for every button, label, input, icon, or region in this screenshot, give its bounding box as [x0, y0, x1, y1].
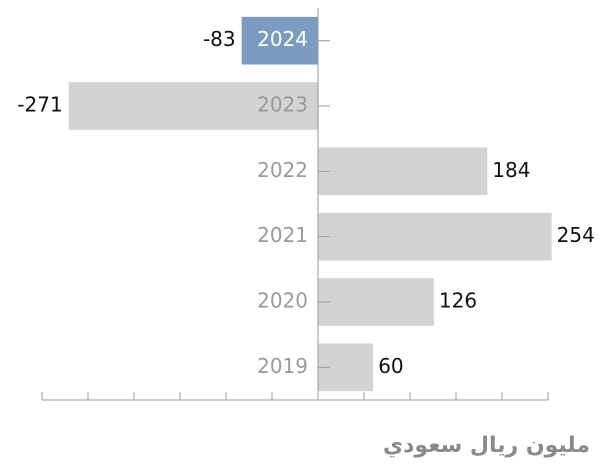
y-tick-label: 2022	[257, 158, 308, 182]
y-tick-label: 2019	[257, 354, 308, 378]
y-tick-label: 2023	[257, 93, 308, 117]
data-label: 60	[378, 354, 403, 378]
y-tick-label: 2024	[257, 27, 308, 51]
data-label: 126	[439, 289, 477, 313]
bar	[318, 147, 488, 196]
bar	[318, 278, 434, 326]
bar	[318, 212, 552, 261]
y-tick-label: 2020	[257, 289, 308, 313]
data-label: -83	[203, 27, 236, 51]
data-label: 254	[557, 223, 595, 247]
axis-title: مليون ريال سعودي	[383, 433, 590, 458]
data-label: -271	[17, 93, 62, 117]
data-label: 184	[492, 158, 530, 182]
bar	[68, 82, 319, 130]
y-tick-label: 2021	[257, 223, 308, 247]
bar	[241, 16, 318, 65]
